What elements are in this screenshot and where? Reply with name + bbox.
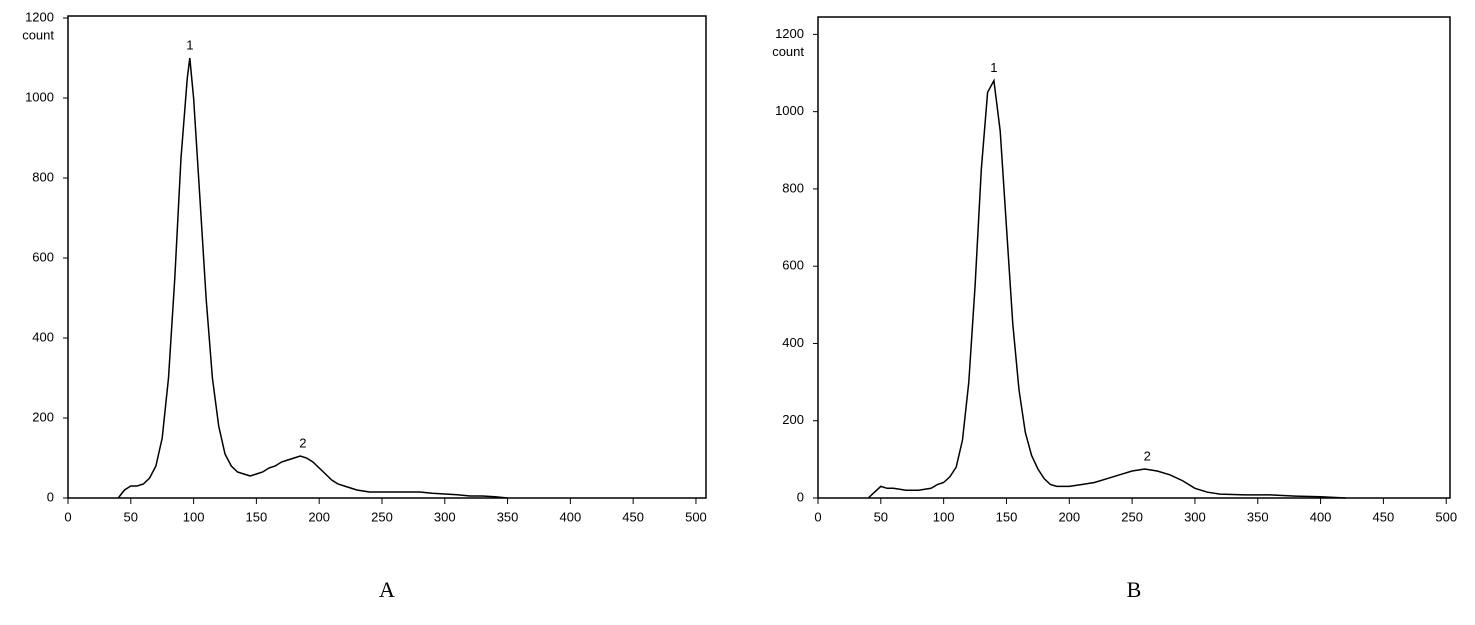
y-tick-label: 1000	[25, 89, 54, 104]
x-tick-label: 500	[1435, 509, 1457, 524]
y-tick-label: 400	[32, 329, 54, 344]
y-axis-label: count	[772, 44, 804, 59]
x-tick-label: 50	[874, 509, 888, 524]
plot-frame	[817, 16, 1451, 499]
x-tick-label: 150	[246, 509, 268, 524]
x-tick-label: 450	[1373, 509, 1395, 524]
y-tick-label: 1200	[25, 9, 54, 24]
y-tick-label: 600	[782, 258, 804, 273]
y-tick-label: 200	[782, 412, 804, 427]
peak-label: 2	[299, 435, 306, 450]
x-tick-label: 350	[497, 509, 519, 524]
x-tick-label: 150	[996, 509, 1018, 524]
x-tick-label: 0	[64, 509, 71, 524]
x-tick-label: 400	[560, 509, 582, 524]
y-axis-label: count	[22, 27, 54, 42]
x-tick-label: 200	[1058, 509, 1080, 524]
y-tick-label: 1200	[775, 26, 804, 41]
y-tick-label: 800	[782, 180, 804, 195]
x-tick-label: 200	[308, 509, 330, 524]
x-tick-label: 450	[622, 509, 644, 524]
peak-label: 1	[186, 37, 193, 52]
y-tick-label: 200	[32, 409, 54, 424]
y-tick-label: 600	[32, 249, 54, 264]
y-tick-label: 400	[782, 335, 804, 350]
x-tick-label: 400	[1310, 509, 1332, 524]
y-tick-label: 800	[32, 169, 54, 184]
panel-label: A	[379, 577, 395, 602]
y-tick-label: 0	[47, 489, 54, 504]
x-tick-label: 100	[183, 509, 205, 524]
x-tick-label: 100	[933, 509, 955, 524]
x-tick-label: 300	[434, 509, 456, 524]
x-tick-label: 50	[124, 509, 138, 524]
histogram-line	[867, 78, 1346, 499]
x-tick-label: 300	[1184, 509, 1206, 524]
plot-frame	[67, 15, 707, 499]
y-tick-label: 0	[797, 489, 804, 504]
x-tick-label: 0	[814, 509, 821, 524]
peak-label: 2	[1144, 448, 1151, 463]
histogram-line	[117, 57, 508, 499]
x-tick-label: 350	[1247, 509, 1269, 524]
peak-label: 1	[990, 60, 997, 75]
panel-label: B	[1127, 577, 1142, 602]
x-tick-label: 250	[1121, 509, 1143, 524]
y-tick-label: 1000	[775, 103, 804, 118]
x-tick-label: 250	[371, 509, 393, 524]
x-tick-label: 500	[685, 509, 707, 524]
